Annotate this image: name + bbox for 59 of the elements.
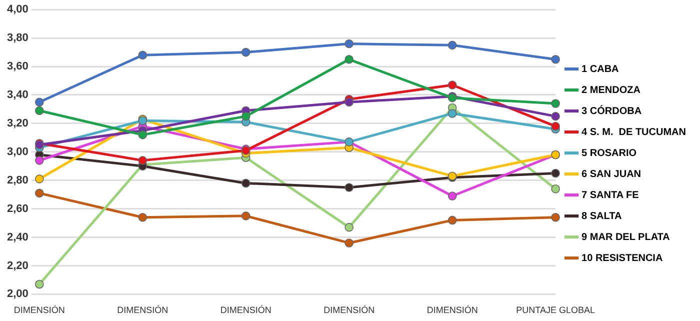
point (448, 40, 457, 50)
y-tick-label: 3,20 (6, 117, 28, 130)
point (344, 238, 354, 248)
point (35, 188, 44, 198)
legend-label: 6 SAN JUAN (582, 168, 642, 180)
point (344, 183, 354, 192)
point (138, 212, 148, 222)
legend-label: 5 ROSARIO (582, 148, 637, 159)
point (344, 98, 354, 106)
legend-label: 2 MENDOZA (582, 84, 640, 96)
x-tick-label: PUNTAJE GLOBAL (516, 305, 595, 316)
point (344, 39, 354, 48)
point (35, 156, 44, 165)
y-tick-label: 3,60 (6, 60, 28, 73)
y-tick-label: 2,80 (6, 174, 28, 186)
point (35, 98, 44, 106)
point (551, 122, 560, 131)
point (551, 212, 560, 222)
point (551, 55, 560, 64)
point (551, 168, 560, 178)
legend-label: 9 MAR DEL PLATA (582, 232, 670, 243)
y-tick-label: 2,00 (6, 288, 28, 300)
point (241, 112, 250, 121)
point (138, 156, 148, 165)
point (344, 222, 354, 232)
y-tick-label: 4,00 (6, 4, 28, 16)
point (35, 280, 44, 289)
point (448, 80, 457, 90)
legend-label: 3 CÓRDOBA (582, 104, 642, 117)
point (241, 212, 250, 220)
point (241, 178, 250, 188)
x-tick-label: DIMENSIÓN (14, 305, 65, 316)
y-tick-label: 2,60 (6, 202, 28, 215)
legend-label: 4 S. M. DE TUCUMAN (582, 126, 686, 138)
y-tick-label: 3,40 (6, 89, 28, 102)
legend-label: 8 SALTA (582, 210, 622, 222)
point (344, 55, 354, 64)
point (448, 109, 457, 118)
y-tick-label: 3,00 (6, 146, 28, 158)
point (138, 50, 148, 60)
point (35, 106, 44, 116)
point (448, 216, 457, 225)
point (551, 184, 560, 194)
point (448, 192, 457, 200)
x-tick-label: DIMENSIÓN (324, 305, 375, 316)
point (35, 174, 44, 184)
x-tick-label: DIMENSIÓN (117, 305, 168, 316)
legend-label: 10 RESISTENCIA (582, 252, 663, 264)
y-tick-label: 2,40 (6, 231, 28, 244)
point (551, 99, 560, 108)
x-tick-label: DIMENSIÓN (220, 305, 272, 316)
point (551, 112, 560, 121)
point (138, 130, 148, 140)
y-tick-label: 3,80 (6, 32, 28, 44)
point (241, 48, 250, 57)
x-tick-label: DIMENSIÓN (426, 305, 478, 316)
y-tick-label: 2,20 (6, 260, 28, 272)
legend-label: 1 CABA (582, 64, 619, 75)
legend-label: 7 SANTA FE (582, 190, 640, 201)
